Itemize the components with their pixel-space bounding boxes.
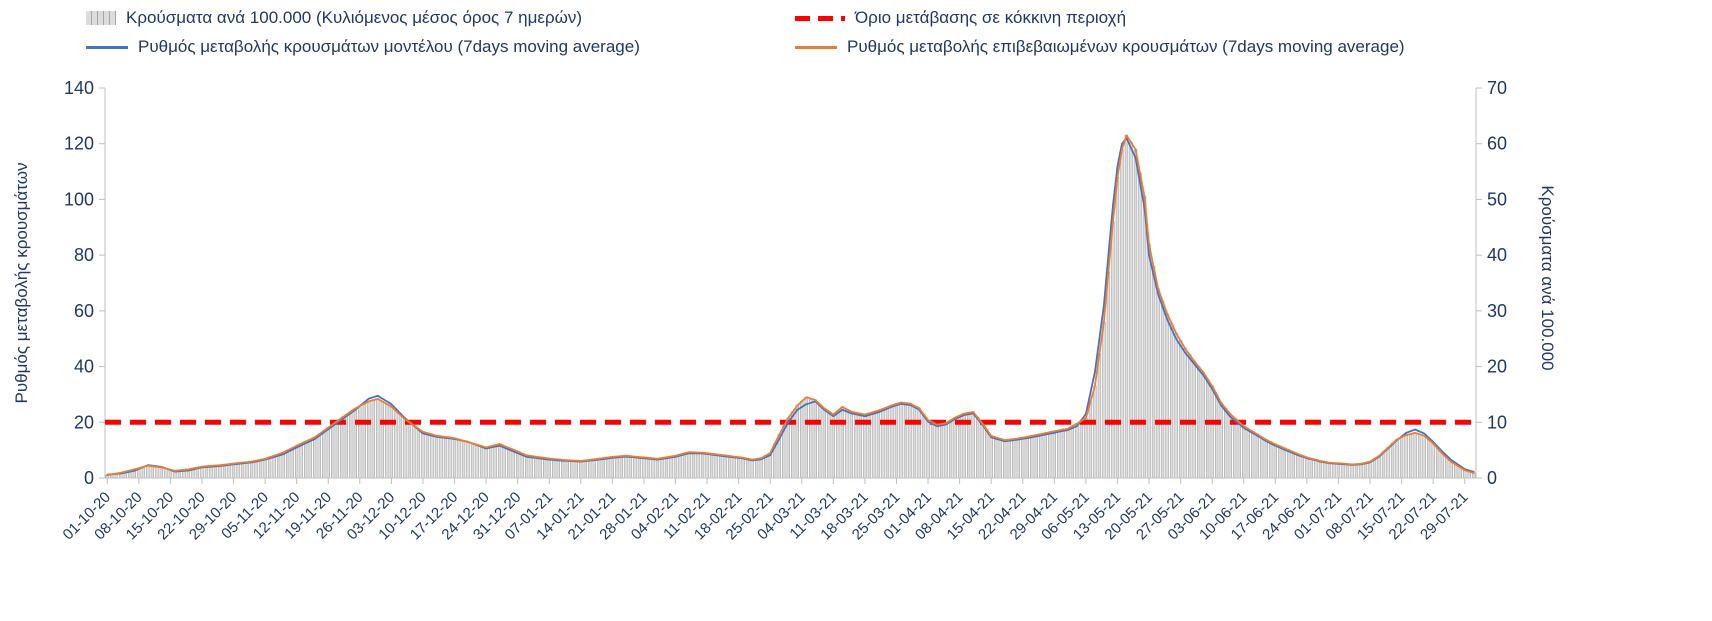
right-axis-tick-label: 30 xyxy=(1487,301,1507,321)
model-line xyxy=(106,137,1475,476)
left-axis-tick-label: 140 xyxy=(64,78,94,98)
left-axis-tick-label: 60 xyxy=(74,301,94,321)
model-line-legend-marker xyxy=(86,45,128,49)
right-axis-tick-label: 40 xyxy=(1487,245,1507,265)
threshold-legend-marker xyxy=(795,15,845,21)
bar-series-legend-marker xyxy=(86,11,116,25)
legend-item-model-rate: Ρυθμός μεταβολής κρουσμάτων μοντέλου (7d… xyxy=(86,37,640,57)
left-axis-title: Ρυθμός μεταβολής κρουσμάτων xyxy=(12,162,31,404)
legend-label-model-rate: Ρυθμός μεταβολής κρουσμάτων μοντέλου (7d… xyxy=(138,37,640,56)
right-axis-tick-label: 10 xyxy=(1487,412,1507,432)
legend-label-threshold: Όριο μετάβασης σε κόκκινη περιοχή xyxy=(855,8,1127,27)
legend-label-confirmed-rate: Ρυθμός μεταβολής επιβεβαιωμένων κρουσμάτ… xyxy=(847,37,1405,56)
confirmed-line-legend-marker xyxy=(795,45,837,49)
right-axis-tick-label: 70 xyxy=(1487,78,1507,98)
left-axis-tick-label: 120 xyxy=(64,134,94,154)
left-axis-tick-label: 0 xyxy=(84,468,94,488)
legend-item-confirmed-rate: Ρυθμός μεταβολής επιβεβαιωμένων κρουσμάτ… xyxy=(795,37,1405,57)
legend-item-threshold: Όριο μετάβασης σε κόκκινη περιοχή xyxy=(795,8,1126,28)
left-axis-tick-label: 100 xyxy=(64,189,94,209)
right-axis-title: Κρούσματα ανά 100.000 xyxy=(1538,185,1557,371)
left-axis-tick-label: 80 xyxy=(74,245,94,265)
left-axis-tick-label: 20 xyxy=(74,412,94,432)
right-axis-tick-label: 20 xyxy=(1487,357,1507,377)
right-axis-tick-label: 60 xyxy=(1487,134,1507,154)
confirmed-line xyxy=(106,134,1475,477)
legend-item-cases-per-100k: Κρούσματα ανά 100.000 (Κυλιόμενος μέσος … xyxy=(86,8,582,28)
right-axis-tick-label: 50 xyxy=(1487,189,1507,209)
left-axis-tick-label: 40 xyxy=(74,357,94,377)
bars-group xyxy=(105,135,1476,479)
legend-label-cases-per-100k: Κρούσματα ανά 100.000 (Κυλιόμενος μέσος … xyxy=(126,8,583,27)
right-axis-tick-label: 0 xyxy=(1487,468,1497,488)
